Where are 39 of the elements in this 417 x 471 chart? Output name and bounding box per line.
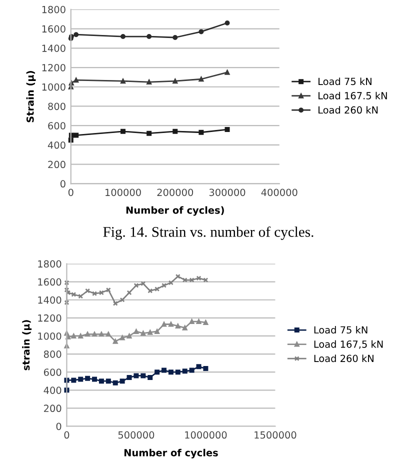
legend-label: Load 260 kN: [318, 106, 378, 114]
y-tick-label: 1000: [38, 332, 62, 340]
caption: Fig. 14. Strain vs. number of cycles.: [103, 226, 314, 240]
legend-label: Load 75 kN: [318, 78, 372, 86]
y-tick-label: 0: [56, 422, 62, 430]
y-tick-label: 400: [48, 141, 66, 149]
y-tick-label: 1600: [38, 278, 62, 286]
y-tick-label: 1400: [42, 44, 66, 52]
y-tick-label: 1000: [42, 83, 66, 91]
legend-label: Load 75 kN: [314, 326, 368, 334]
y-axis-title: strain (µ): [22, 320, 32, 370]
y-tick-label: 1800: [38, 260, 62, 268]
y-tick-label: 0: [60, 180, 66, 188]
y-tick-label: 1600: [42, 25, 66, 33]
y-tick-label: 200: [44, 404, 62, 412]
y-tick-label: 600: [44, 368, 62, 376]
y-tick-label: 1400: [38, 296, 62, 304]
y-tick-label: 600: [48, 122, 66, 130]
x-tick-label: 1500000: [254, 431, 296, 439]
y-tick-label: 1800: [42, 6, 66, 14]
x-tick-label: 400000: [261, 188, 298, 196]
x-tick-label: 200000: [157, 188, 194, 196]
y-tick-label: 800: [44, 350, 62, 358]
x-tick-label: 1000000: [185, 431, 227, 439]
x-tick-label: 500000: [118, 431, 154, 439]
legend-label: Load 260 kN: [314, 354, 374, 362]
y-tick-label: 200: [48, 160, 66, 168]
legend-label: Load 167.5 kN: [318, 92, 387, 100]
x-axis-title: Number of cycles: [124, 448, 218, 458]
y-tick-label: 400: [44, 386, 62, 394]
y-tick-label: 1200: [38, 314, 62, 322]
x-tick-label: 100000: [106, 188, 141, 196]
y-tick-label: 1200: [42, 64, 66, 72]
x-tick-label: 300000: [209, 188, 246, 196]
y-tick-label: 800: [48, 102, 66, 110]
legend-label: Load 167,5 kN: [314, 340, 383, 349]
y-axis-title: Strain (µ): [26, 71, 36, 122]
x-axis-title: Number of cycles): [126, 206, 224, 216]
x-tick-label: 0: [68, 188, 74, 196]
